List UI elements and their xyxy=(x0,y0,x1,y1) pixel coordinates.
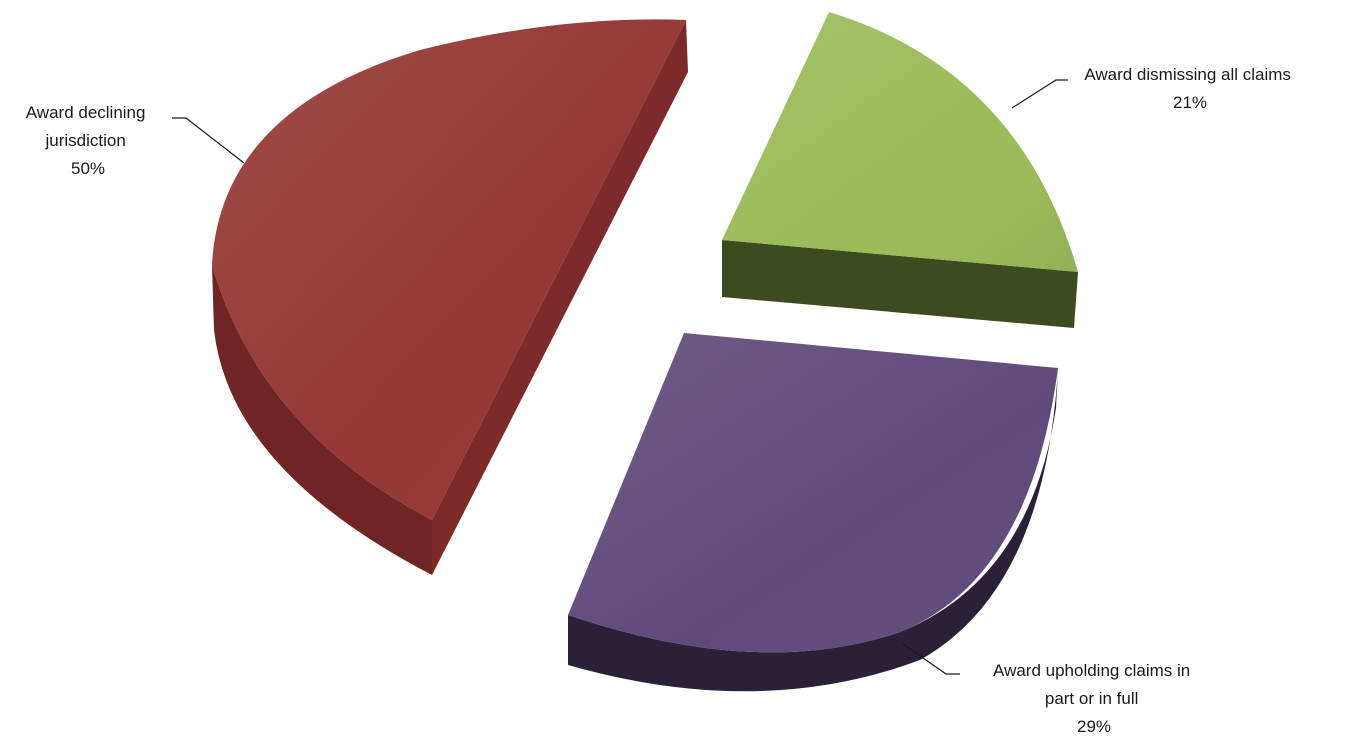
label-name: Award dismissing all claims xyxy=(1084,65,1291,84)
slice-upholding-claims-side xyxy=(568,368,1058,692)
slice-upholding-claims-gloss xyxy=(568,333,1058,653)
label-value: 21% xyxy=(1173,93,1207,112)
leader-line-upholding-claims xyxy=(902,643,960,675)
slice-dismissing-all-claims-front-face xyxy=(722,240,1078,328)
slice-declining-jurisdiction-gloss xyxy=(212,19,686,520)
label-name-line-1: Award declining xyxy=(26,103,146,122)
slice-dismissing-all-claims-gloss xyxy=(722,12,1078,272)
label-name-line-1: Award upholding claims in xyxy=(993,661,1190,680)
slice-declining-jurisdiction xyxy=(212,19,688,575)
leader-line-dismissing-all-claims xyxy=(1011,79,1068,109)
slice-declining-jurisdiction-cut-face xyxy=(432,20,688,575)
data-label-upholding-claims: Award upholding claims in part or in ful… xyxy=(993,661,1195,736)
label-value: 29% xyxy=(1077,717,1111,736)
data-label-dismissing-all-claims: Award dismissing all claims 21% xyxy=(1084,65,1295,112)
label-name-line-2: jurisdiction xyxy=(44,131,125,150)
slice-upholding-claims xyxy=(568,333,1058,692)
slice-declining-jurisdiction-side xyxy=(212,265,432,575)
leader-line-declining-jurisdiction xyxy=(172,117,245,164)
label-value: 50% xyxy=(71,159,105,178)
slice-dismissing-all-claims xyxy=(722,12,1078,328)
data-label-declining-jurisdiction: Award declining jurisdiction 50% xyxy=(26,103,150,178)
label-name-line-2: part or in full xyxy=(1045,689,1139,708)
